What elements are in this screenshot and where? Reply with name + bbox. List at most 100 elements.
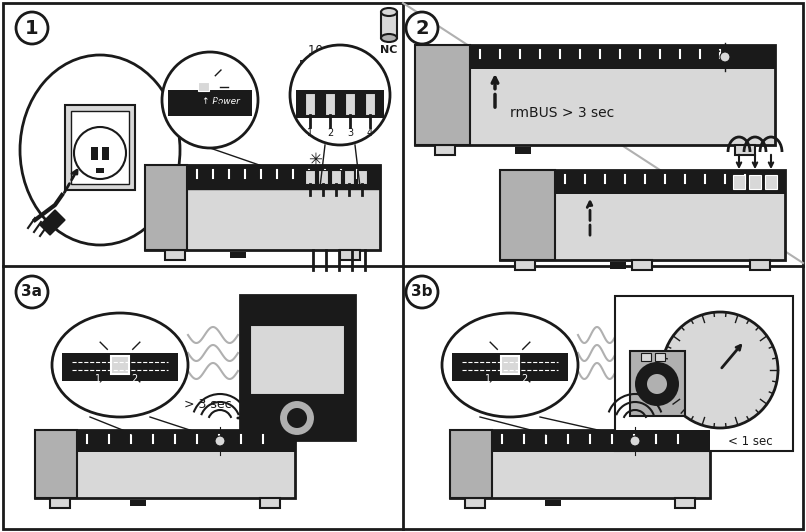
Bar xyxy=(365,93,375,115)
Bar xyxy=(305,170,315,184)
Bar xyxy=(344,170,354,184)
Bar xyxy=(145,165,187,250)
Bar xyxy=(555,170,785,194)
Text: 1: 1 xyxy=(25,19,39,37)
Bar xyxy=(630,351,685,416)
Bar xyxy=(168,90,252,116)
Bar xyxy=(749,175,761,189)
Bar xyxy=(610,262,626,269)
Ellipse shape xyxy=(20,55,180,245)
Bar xyxy=(735,145,755,155)
Bar xyxy=(450,430,492,498)
Bar xyxy=(501,356,519,374)
Bar xyxy=(35,430,295,498)
Circle shape xyxy=(406,276,438,308)
Text: 2: 2 xyxy=(521,374,527,384)
Text: 3b: 3b xyxy=(411,285,433,300)
Text: 1: 1 xyxy=(485,374,491,384)
Bar xyxy=(111,356,129,374)
Text: 1: 1 xyxy=(95,374,101,384)
Bar xyxy=(145,165,380,250)
Bar xyxy=(641,353,651,361)
Text: 4: 4 xyxy=(367,128,373,138)
Bar xyxy=(198,82,209,91)
Bar xyxy=(250,325,345,395)
Text: > 3 sec: > 3 sec xyxy=(185,398,232,411)
Ellipse shape xyxy=(381,8,397,16)
Bar xyxy=(465,498,485,508)
Text: 3a: 3a xyxy=(22,285,43,300)
Bar xyxy=(71,111,129,184)
Ellipse shape xyxy=(381,34,397,42)
Circle shape xyxy=(16,12,48,44)
Bar xyxy=(240,295,355,440)
Circle shape xyxy=(647,374,667,394)
Bar xyxy=(130,500,146,506)
Text: 3: 3 xyxy=(347,128,353,138)
Bar xyxy=(655,353,665,361)
Bar xyxy=(77,430,295,452)
Bar xyxy=(62,353,178,381)
Bar xyxy=(50,498,70,508)
Circle shape xyxy=(74,127,126,179)
Bar xyxy=(340,250,360,260)
Bar xyxy=(435,145,455,155)
Bar xyxy=(260,498,280,508)
Circle shape xyxy=(662,312,778,428)
Bar xyxy=(96,168,104,173)
Text: 10 min.
First-Open: 10 min. First-Open xyxy=(299,44,360,72)
Text: 2: 2 xyxy=(415,19,429,37)
Circle shape xyxy=(406,12,438,44)
Text: ✳: ✳ xyxy=(308,151,322,169)
Bar xyxy=(102,147,109,160)
Bar xyxy=(492,430,710,452)
Text: < 1 sec: < 1 sec xyxy=(728,435,772,448)
Bar xyxy=(450,430,710,498)
Bar xyxy=(331,170,341,184)
Circle shape xyxy=(16,276,48,308)
Polygon shape xyxy=(40,210,65,235)
Bar xyxy=(357,170,367,184)
Ellipse shape xyxy=(52,313,188,417)
Bar xyxy=(381,12,397,38)
Bar xyxy=(515,147,531,154)
Circle shape xyxy=(279,400,315,436)
Text: rmBUS > 3 sec: rmBUS > 3 sec xyxy=(510,106,614,120)
Bar xyxy=(345,93,355,115)
Bar xyxy=(230,252,246,258)
Bar xyxy=(187,165,380,189)
Ellipse shape xyxy=(442,313,578,417)
Circle shape xyxy=(162,52,258,148)
Circle shape xyxy=(635,362,679,406)
Bar xyxy=(91,147,98,160)
Bar xyxy=(470,45,775,69)
Bar xyxy=(318,170,328,184)
Circle shape xyxy=(290,45,390,145)
Bar xyxy=(415,45,775,145)
Circle shape xyxy=(720,52,730,62)
Bar xyxy=(675,498,695,508)
Text: 2: 2 xyxy=(327,128,333,138)
Bar xyxy=(452,353,568,381)
Bar xyxy=(615,296,793,451)
Bar xyxy=(733,175,745,189)
Bar xyxy=(35,430,77,498)
Bar xyxy=(545,500,561,506)
Bar xyxy=(750,260,770,270)
Circle shape xyxy=(630,436,640,446)
Bar xyxy=(187,165,380,189)
Bar xyxy=(325,93,335,115)
Bar xyxy=(500,170,785,260)
Bar xyxy=(500,170,555,260)
Circle shape xyxy=(287,408,307,428)
Bar xyxy=(765,175,777,189)
Bar xyxy=(165,250,185,260)
Bar xyxy=(415,45,470,145)
Text: NC: NC xyxy=(380,45,397,55)
Bar xyxy=(65,105,135,190)
Bar xyxy=(305,93,315,115)
Bar xyxy=(632,260,652,270)
Circle shape xyxy=(215,436,225,446)
Text: ↑ Power: ↑ Power xyxy=(202,97,240,106)
Text: 2: 2 xyxy=(131,374,137,384)
